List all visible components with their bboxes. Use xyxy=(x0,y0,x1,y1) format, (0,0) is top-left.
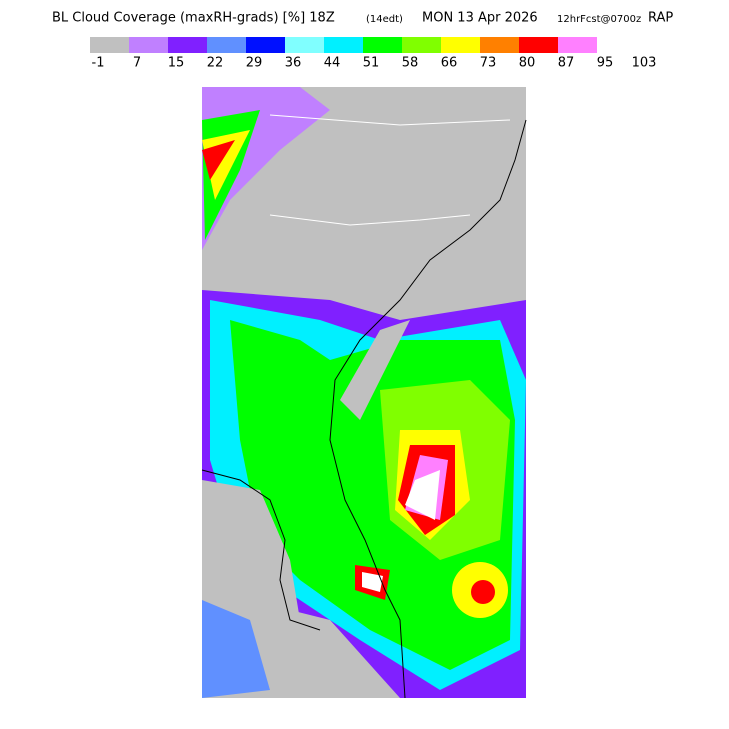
forecast: 12hrFcst@0700z xyxy=(557,14,641,25)
field-area xyxy=(405,470,440,520)
colorbar-label: 80 xyxy=(519,56,536,71)
local-time: (14edt) xyxy=(366,14,403,25)
field-area xyxy=(400,87,526,280)
colorbar-swatch xyxy=(558,37,597,53)
colorbar-swatch xyxy=(324,37,363,53)
field-area xyxy=(202,140,235,180)
border xyxy=(269,114,511,126)
colorbar-swatch xyxy=(363,37,402,53)
colorbar-label: 58 xyxy=(402,56,419,71)
colorbar-label: 15 xyxy=(168,56,185,71)
colorbar-label: 95 xyxy=(597,56,614,71)
colorbar: -1 7 15 22 29 36 44 51 58 66 73 80 87 95 103 xyxy=(90,37,656,71)
colorbar-label: 44 xyxy=(324,56,341,71)
colorbar-label: 103 xyxy=(632,56,657,71)
date: MON 13 Apr 2026 xyxy=(422,11,538,26)
colorbar-swatch xyxy=(285,37,324,53)
border xyxy=(269,214,471,226)
coastline xyxy=(201,469,321,631)
colorbar-label: -1 xyxy=(92,56,105,71)
coastline xyxy=(329,119,527,699)
colorbar-swatch xyxy=(402,37,441,53)
colorbar-label: 36 xyxy=(285,56,302,71)
colorbar-swatch xyxy=(168,37,207,53)
colorbar-swatch xyxy=(129,37,168,53)
field-area xyxy=(202,600,270,698)
colorbar-label: 7 xyxy=(133,56,141,71)
colorbar-swatch xyxy=(441,37,480,53)
field-area xyxy=(471,580,495,604)
colorbar-swatch xyxy=(519,37,558,53)
colorbar-swatch xyxy=(246,37,285,53)
colorbar-swatch xyxy=(90,37,129,53)
model: RAP xyxy=(648,11,673,26)
colorbar-label: 51 xyxy=(363,56,380,71)
colorbar-label: 66 xyxy=(441,56,458,71)
colorbar-label: 29 xyxy=(246,56,263,71)
colorbar-swatch xyxy=(480,37,519,53)
field-area xyxy=(340,320,410,420)
map-field xyxy=(201,87,527,699)
colorbar-label: 22 xyxy=(207,56,224,71)
field-area xyxy=(362,572,383,592)
colorbar-label: 87 xyxy=(558,56,575,71)
colorbar-label: 73 xyxy=(480,56,497,71)
title: BL Cloud Coverage (maxRH-grads) [%] 18Z xyxy=(52,11,335,26)
field-area xyxy=(280,230,340,280)
field-area xyxy=(330,130,410,210)
colorbar-swatch xyxy=(207,37,246,53)
